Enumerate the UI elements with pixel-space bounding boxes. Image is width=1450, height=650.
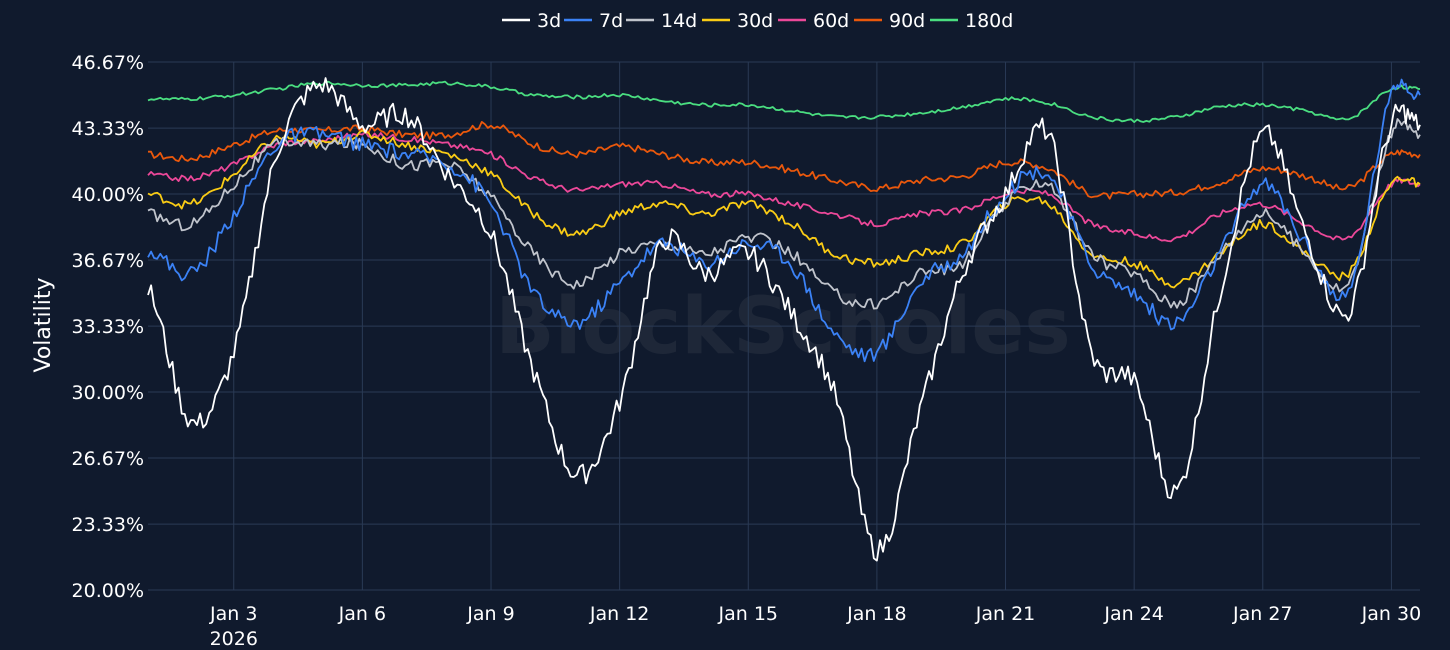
legend-label: 14d	[661, 10, 697, 32]
x-tick-label: Jan 9	[466, 603, 514, 625]
series-line-60d	[147, 130, 1421, 243]
x-tick-label: Jan 24	[1103, 603, 1164, 625]
x-tick-year-label: 2026	[210, 628, 258, 650]
y-tick-label: 33.33%	[72, 316, 144, 338]
y-tick-label: 43.33%	[72, 118, 144, 140]
y-axis: 20.00% 23.33% 26.67% 30.00% 33.33% 36.67% 40.0…	[72, 52, 144, 602]
legend-item-90d[interactable]: 90d	[854, 10, 925, 32]
x-tick-label: Jan 6	[338, 603, 386, 625]
legend-label: 7d	[599, 10, 623, 32]
legend-item-3d[interactable]: 3d	[502, 10, 561, 32]
x-tick-label: Jan 18	[846, 603, 907, 625]
series-line-14d	[147, 118, 1421, 310]
series-lines	[147, 77, 1421, 562]
y-tick-label: 46.67%	[72, 52, 144, 74]
y-tick-label: 26.67%	[72, 448, 144, 470]
legend-label: 90d	[889, 10, 925, 32]
legend-label: 180d	[965, 10, 1013, 32]
y-tick-label: 23.33%	[72, 514, 144, 536]
series-line-180d	[147, 80, 1421, 123]
y-tick-label: 36.67%	[72, 250, 144, 272]
x-tick-label: Jan 30	[1361, 603, 1422, 625]
x-tick-label: Jan 27	[1232, 603, 1293, 625]
x-tick-label: Jan 15	[718, 603, 779, 625]
series-line-3d	[147, 77, 1421, 562]
legend-item-14d[interactable]: 14d	[626, 10, 697, 32]
legend-item-30d[interactable]: 30d	[702, 10, 773, 32]
legend-item-180d[interactable]: 180d	[930, 10, 1013, 32]
legend-label: 3d	[537, 10, 561, 32]
legend-item-60d[interactable]: 60d	[778, 10, 849, 32]
legend[interactable]: 3d 7d 14d 30d 60d 90d 180d	[502, 10, 1013, 32]
legend-label: 30d	[737, 10, 773, 32]
x-axis: Jan 3 2026 Jan 6 Jan 9 Jan 12 Jan 15 Jan 18 Jan…	[209, 603, 1421, 650]
y-axis-label: Volatility	[31, 277, 56, 372]
y-tick-label: 30.00%	[72, 382, 144, 404]
series-line-30d	[147, 129, 1421, 289]
x-tick-label: Jan 12	[589, 603, 650, 625]
legend-label: 60d	[813, 10, 849, 32]
series-line-7d	[147, 78, 1421, 363]
y-tick-label: 40.00%	[72, 184, 144, 206]
series-line-90d	[148, 121, 1421, 200]
x-tick-label: Jan 3	[209, 603, 257, 625]
y-tick-label: 20.00%	[72, 580, 144, 602]
x-tick-label: Jan 21	[975, 603, 1036, 625]
legend-item-7d[interactable]: 7d	[564, 10, 623, 32]
